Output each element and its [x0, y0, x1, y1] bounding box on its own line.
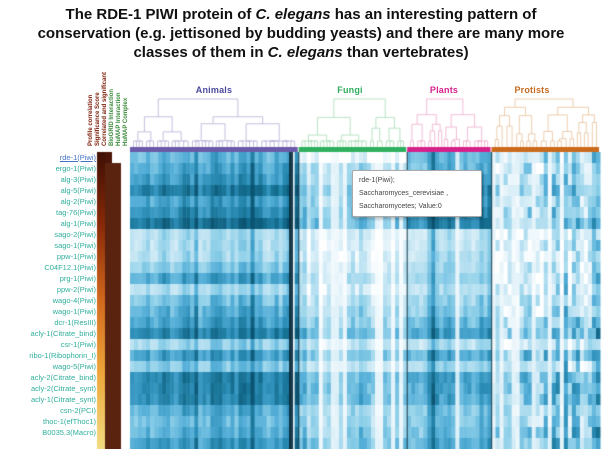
- row-label: ribo-1(Ribophorin_I): [29, 351, 96, 360]
- row-label: B0035.3(Macro): [42, 428, 96, 437]
- row-label: alg-1(Piwi): [60, 219, 96, 228]
- row-label: C04F12.1(Piwi): [44, 263, 96, 272]
- row-label: acly-1(Citrate_bind): [30, 329, 96, 338]
- row-label: sago-2(Piwi): [54, 230, 96, 239]
- heatmap-tooltip: rde-1(Piwi); Saccharomyces_cerevisiae , …: [352, 170, 482, 217]
- row-label: thoc-1(efThoc1): [43, 417, 96, 426]
- row-label: wago-5(Piwi): [52, 362, 96, 371]
- clade-label-plants: Plants: [429, 85, 459, 95]
- clade-label-fungi: Fungi: [337, 85, 363, 95]
- clade-label-protists: Protists: [514, 85, 550, 95]
- tooltip-line-gene: rde-1(Piwi);: [359, 177, 395, 184]
- annotation-column-label: Correlated and significant: [102, 71, 108, 146]
- row-label: sago-1(Piwi): [54, 241, 96, 250]
- row-label: alg-3(Piwi): [60, 175, 96, 184]
- annotation-column-label: BioGRID Interaction: [109, 88, 115, 146]
- row-label: alg-5(Piwi): [60, 186, 96, 195]
- row-label: ppw-1(Piwi): [56, 252, 96, 261]
- annotation-column-label: HuMAP Interaction: [116, 92, 122, 146]
- row-label: acly-1(Citrate_synt): [30, 395, 96, 404]
- annotation-column-label: HuMAP Complex: [123, 97, 129, 146]
- row-label-link[interactable]: rde-1(Piwi): [59, 153, 96, 162]
- annotation-column-label: Significance Score: [95, 92, 101, 146]
- row-label: dcr-1(ResIII): [54, 318, 96, 327]
- annotation-column-label: Profile correlation: [88, 94, 94, 146]
- row-label: tag-76(Piwi): [55, 208, 96, 217]
- row-label: wago-4(Piwi): [52, 296, 96, 305]
- row-label: alg-2(Piwi): [60, 197, 96, 206]
- row-label: prg-1(Piwi): [59, 274, 96, 283]
- row-label: ergo-1(Piwi): [55, 164, 96, 173]
- row-label: acly-2(Citrate_synt): [30, 384, 96, 393]
- clade-label-animals: Animals: [195, 85, 233, 95]
- tooltip-line-species: Saccharomyces_cerevisiae ,: [359, 190, 449, 197]
- row-label: csn-2(PCI): [60, 406, 96, 415]
- row-label: csr-1(Piwi): [60, 340, 96, 349]
- row-label: wago-1(Piwi): [52, 307, 96, 316]
- row-label: acly-2(Citrate_bind): [30, 373, 96, 382]
- row-label: ppw-2(Piwi): [56, 285, 96, 294]
- tooltip-line-value: Saccharomycetes; Value:0: [359, 203, 442, 210]
